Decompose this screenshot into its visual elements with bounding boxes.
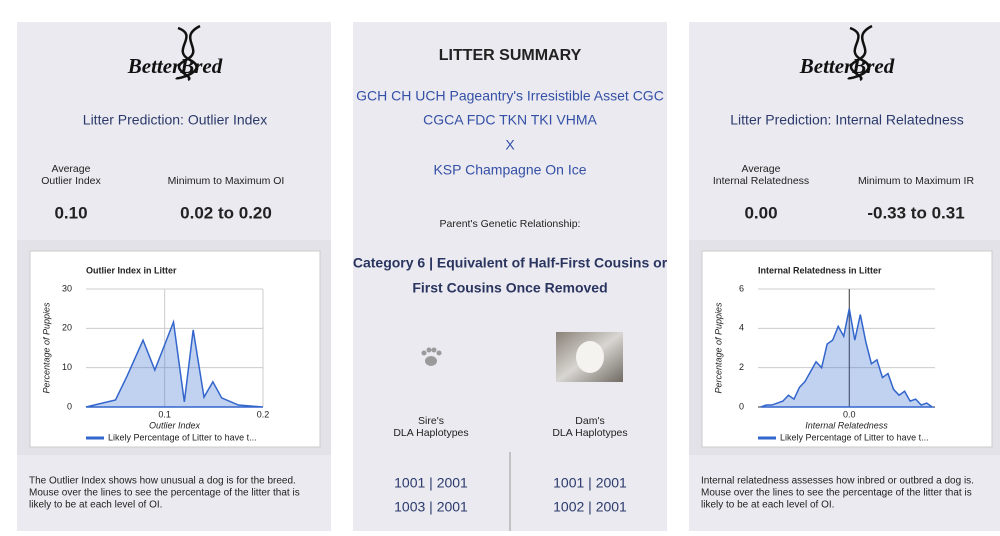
description: The Outlier Index shows how unusual a do…	[29, 476, 296, 487]
description: Internal relatedness assesses how inbred…	[701, 476, 974, 487]
y-tick-label: 20	[62, 323, 72, 333]
relationship: Category 6 | Equivalent of Half-First Co…	[353, 255, 668, 271]
chart-title: Outlier Index in Litter	[86, 265, 177, 275]
haplotype: 1001 | 2001	[553, 475, 627, 491]
haplotype: 1003 | 2001	[394, 499, 468, 515]
haplotype-label: Dam's	[575, 415, 604, 427]
logo: BetterBred	[127, 54, 223, 78]
description: Mouse over the lines to see the percenta…	[29, 488, 300, 499]
relationship-label: Parent's Genetic Relationship:	[440, 218, 581, 230]
stat-label: Minimum to Maximum IR	[858, 175, 975, 187]
description: likely to be at each level of OI.	[701, 500, 834, 511]
y-tick-label: 0	[739, 401, 744, 411]
y-tick-label: 4	[739, 323, 744, 333]
cross: X	[505, 137, 515, 153]
dog-figure	[576, 341, 604, 373]
x-tick-label: 0.1	[158, 409, 171, 419]
x-tick-label: 0.2	[257, 409, 270, 419]
series-area	[85, 319, 264, 408]
chart-frame	[29, 250, 321, 448]
x-axis-label: Outlier Index	[149, 420, 201, 430]
y-tick-label: 30	[62, 283, 72, 293]
y-tick-label: 2	[739, 362, 744, 372]
chart-frame	[701, 250, 993, 448]
chart-title: Internal Relatedness in Litter	[758, 265, 882, 275]
y-tick-label: 6	[739, 283, 744, 293]
haplotype-label: DLA Haplotypes	[552, 427, 627, 439]
stat-value: 0.02 to 0.20	[180, 203, 272, 222]
relationship: First Cousins Once Removed	[412, 280, 607, 296]
logo: BetterBred	[799, 54, 895, 78]
legend-label: Likely Percentage of Litter to have t...	[780, 432, 929, 442]
stat-value: 0.10	[54, 203, 87, 222]
description: likely to be at each level of OI.	[29, 500, 162, 511]
y-tick-label: 10	[62, 362, 72, 372]
stat-value: -0.33 to 0.31	[867, 203, 964, 222]
paw-icon	[421, 347, 442, 366]
y-axis-label: Percentage of Puppies	[41, 302, 51, 394]
x-axis-label: Internal Relatedness	[805, 420, 888, 430]
logo-helix	[174, 24, 873, 82]
haplotype: 1001 | 2001	[394, 475, 468, 491]
x-tick-label: 0.0	[843, 409, 856, 419]
summary-title: LITTER SUMMARY	[439, 47, 582, 64]
legend-label: Likely Percentage of Litter to have t...	[108, 432, 257, 442]
y-axis-label: Percentage of Puppies	[713, 302, 723, 394]
haplotype: 1002 | 2001	[553, 499, 627, 515]
haplotype-label: Sire's	[418, 415, 444, 427]
haplotype-label: DLA Haplotypes	[393, 427, 468, 439]
middle-panel	[353, 22, 667, 531]
description: Mouse over the lines to see the percenta…	[701, 488, 972, 499]
stat-value: 0.00	[744, 203, 777, 222]
dam-name[interactable]: KSP Champagne On Ice	[433, 162, 586, 178]
stat-label: Average	[742, 163, 781, 175]
panel-heading: Litter Prediction: Internal Relatedness	[730, 112, 963, 128]
series-area	[760, 308, 935, 408]
sire-name[interactable]: GCH CH UCH Pageantry's Irresistible Asse…	[356, 88, 664, 104]
y-tick-label: 0	[67, 401, 72, 411]
sire-name[interactable]: CGCA FDC TKN TKI VHMA	[423, 112, 597, 128]
stat-label: Minimum to Maximum OI	[168, 175, 285, 187]
stat-label: Outlier Index	[41, 175, 101, 187]
stat-label: Internal Relatedness	[713, 175, 809, 187]
stat-label: Average	[52, 163, 91, 175]
panel-heading: Litter Prediction: Outlier Index	[83, 112, 267, 128]
